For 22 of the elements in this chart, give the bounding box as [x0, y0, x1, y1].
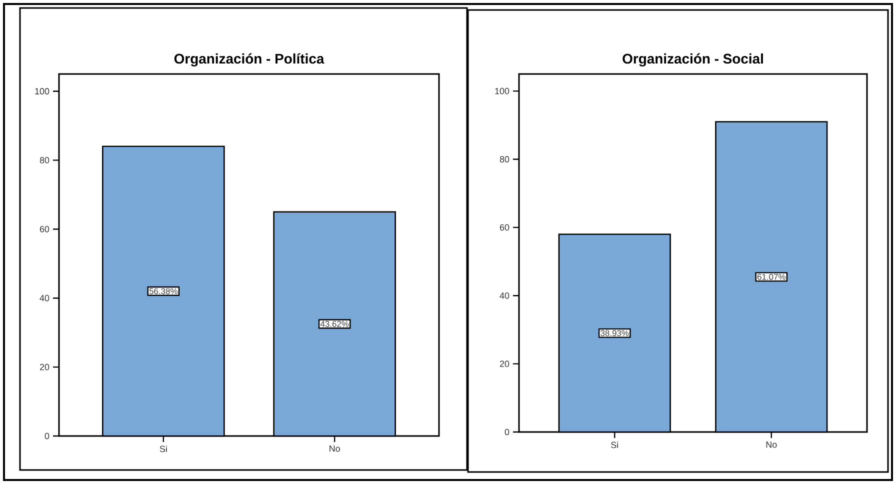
chart-title: Organización - Política	[174, 53, 324, 66]
y-tick-label: 100	[495, 88, 510, 94]
x-tick-label: No	[766, 442, 777, 448]
y-tick-label: 80	[40, 157, 50, 164]
annotation: 38.93%	[600, 330, 629, 336]
annotation: 61.07%	[757, 274, 786, 280]
x-tick-label: No	[330, 446, 340, 452]
y-tick-label: 0	[44, 432, 50, 440]
x-tick-label: Si	[611, 442, 618, 448]
y-tick-label: 0	[504, 428, 510, 436]
chart-title: Organización - Social	[622, 53, 763, 66]
y-tick-label: 40	[40, 294, 50, 302]
y-tick-label: 60	[500, 224, 510, 231]
y-tick-label: 20	[40, 364, 50, 370]
y-tick-label: 80	[500, 156, 510, 162]
annotation: 43.62%	[320, 320, 349, 327]
y-tick-label: 100	[35, 88, 50, 94]
x-tick-label: Si	[160, 446, 167, 452]
annotation: 56.38%	[149, 288, 178, 294]
y-tick-label: 60	[40, 226, 50, 232]
y-tick-label: 20	[500, 360, 510, 367]
y-tick-label: 40	[500, 292, 510, 299]
